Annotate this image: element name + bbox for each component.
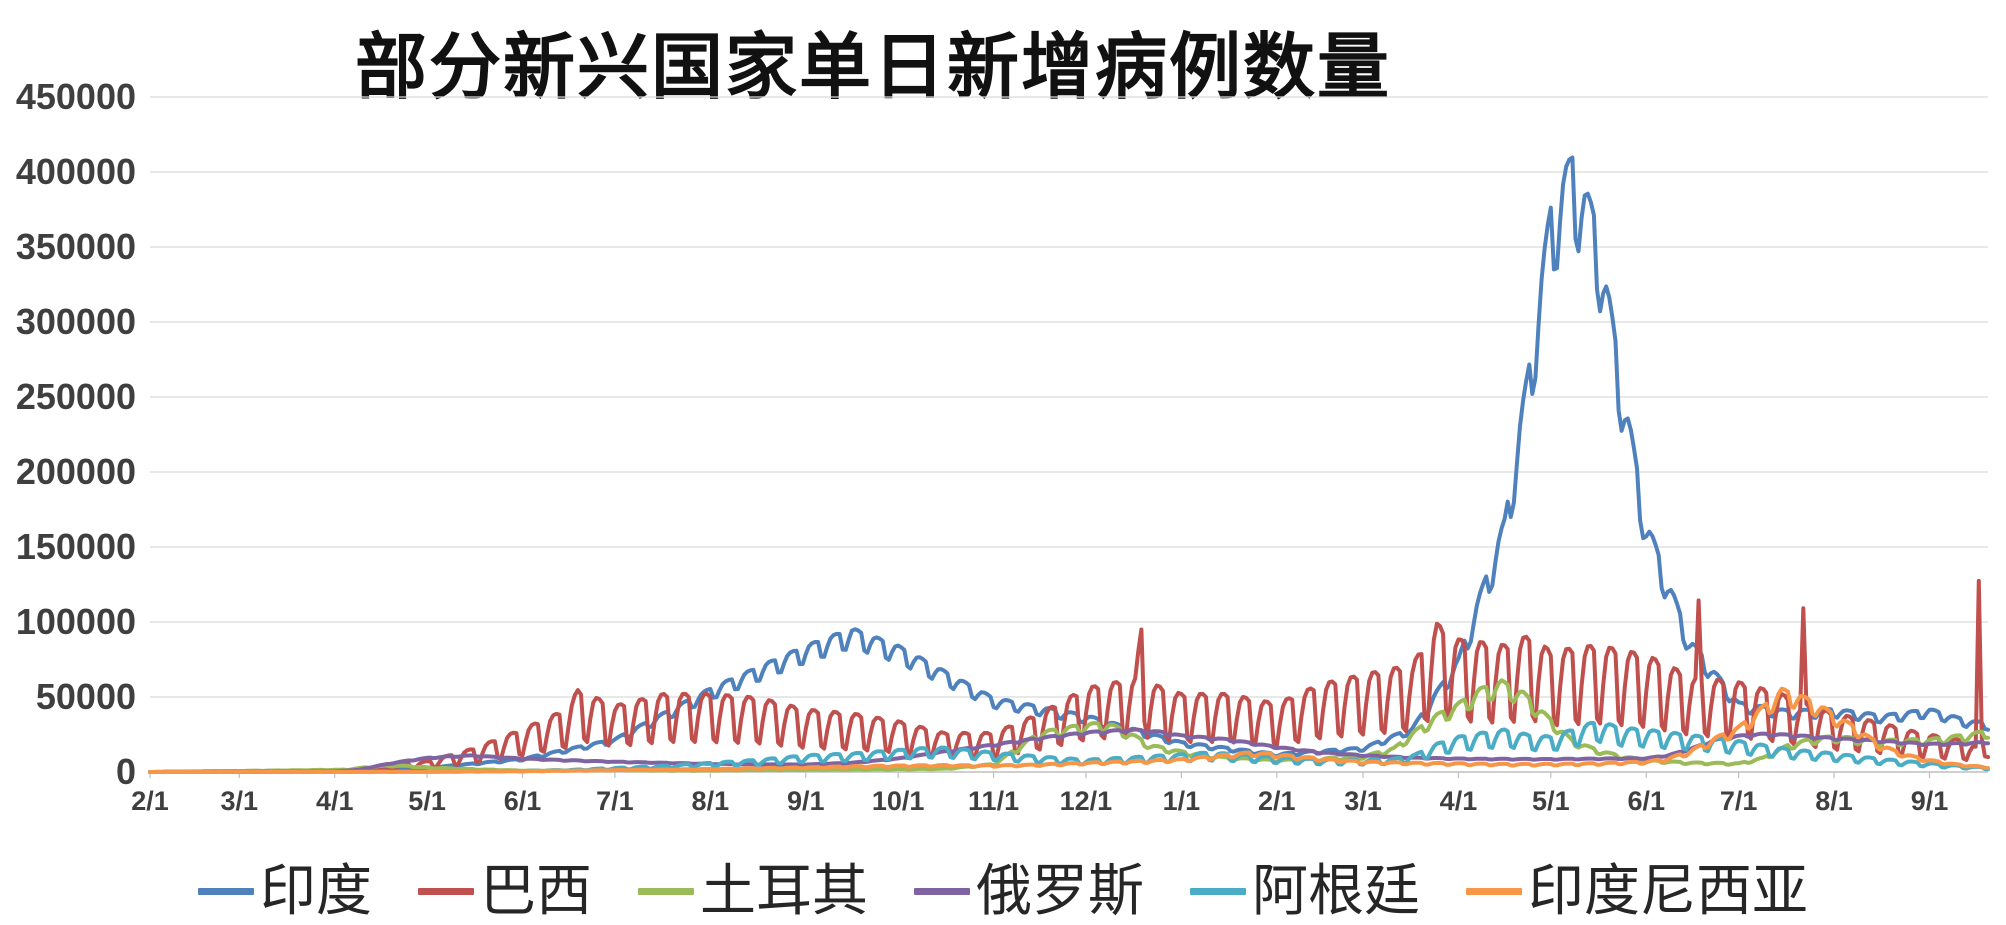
legend-label: 阿根廷 (1252, 859, 1420, 922)
y-axis-label: 300000 (16, 301, 136, 342)
chart-title: 部分新兴国家单日新增病例数量 (354, 28, 1391, 108)
x-axis-label: 9/1 (1911, 786, 1949, 816)
legend-line-swatch (198, 887, 254, 895)
x-axis-label: 3/1 (1344, 786, 1382, 816)
y-axis-label: 150000 (16, 526, 136, 567)
y-axis-label: 350000 (16, 226, 136, 267)
series-line-俄罗斯 (148, 727, 1990, 774)
x-axis-label: 3/1 (221, 786, 259, 816)
x-axis-label: 11/1 (968, 786, 1019, 816)
x-axis-label: 1/1 (1163, 786, 1201, 816)
legend-line-swatch (914, 887, 970, 895)
legend-line-swatch (418, 887, 474, 895)
x-axis-label: 7/1 (1720, 786, 1758, 816)
y-axis-label: 250000 (16, 376, 136, 417)
legend-item-土耳其: 土耳其 (638, 863, 868, 919)
y-axis-label: 100000 (16, 601, 136, 642)
x-axis-label: 6/1 (1627, 786, 1665, 816)
x-axis-label: 10/1 (872, 786, 925, 816)
series-line-印度 (148, 155, 1990, 774)
legend-label: 印度尼西亚 (1528, 859, 1808, 922)
legend-label: 巴西 (480, 859, 592, 922)
legend-item-印度尼西亚: 印度尼西亚 (1466, 863, 1808, 919)
x-axis-label: 2/1 (131, 786, 169, 816)
series-line-印度尼西亚 (148, 686, 1990, 774)
legend-line-swatch (1466, 887, 1522, 895)
x-axis-label: 9/1 (787, 786, 825, 816)
x-axis-label: 2/1 (1258, 786, 1296, 816)
legend-label: 土耳其 (700, 859, 868, 922)
y-axis-label: 450000 (16, 76, 136, 117)
legend-label: 印度 (260, 859, 372, 922)
x-axis-label: 12/1 (1060, 786, 1113, 816)
legend-item-印度: 印度 (198, 863, 372, 919)
x-axis-label: 5/1 (1532, 786, 1570, 816)
legend-line-swatch (638, 887, 694, 895)
legend-item-阿根廷: 阿根廷 (1190, 863, 1420, 919)
series-line-土耳其 (148, 678, 1990, 774)
y-axis-label: 400000 (16, 151, 136, 192)
legend-line-swatch (1190, 887, 1246, 895)
y-axis-label: 200000 (16, 451, 136, 492)
y-axis-label: 0 (116, 751, 136, 792)
x-axis-label: 8/1 (1815, 786, 1853, 816)
series-line-巴西 (148, 578, 1990, 774)
x-axis-label: 4/1 (316, 786, 354, 816)
x-axis-label: 4/1 (1440, 786, 1478, 816)
line-chart-canvas: 0 50000 100000 150000 200000 250000 300000 3500… (16, 76, 1990, 816)
x-axis-label: 5/1 (408, 786, 446, 816)
y-axis-label: 50000 (36, 676, 136, 717)
chart-legend: 印度 巴西 土耳其 俄罗斯 阿根廷 印度尼西亚 (0, 863, 2006, 919)
legend-label: 俄罗斯 (976, 859, 1144, 922)
x-axis-label: 7/1 (596, 786, 634, 816)
x-axis-label: 6/1 (504, 786, 542, 816)
legend-item-俄罗斯: 俄罗斯 (914, 863, 1144, 919)
legend-item-巴西: 巴西 (418, 863, 592, 919)
x-axis-label: 8/1 (692, 786, 730, 816)
